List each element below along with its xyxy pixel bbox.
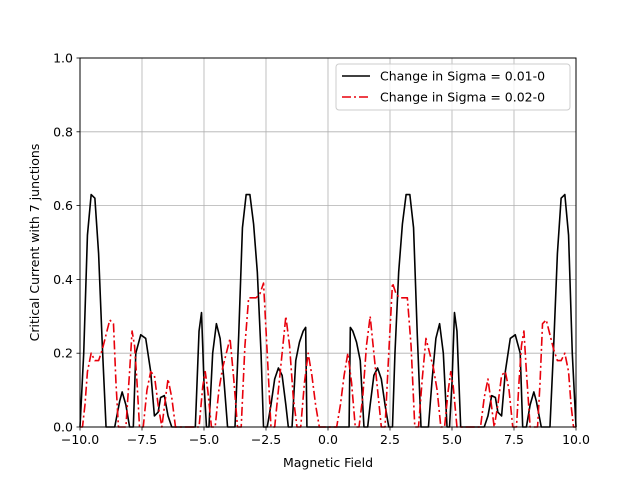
series-line-2 <box>80 282 576 428</box>
legend-box <box>335 63 571 111</box>
x-tick-label: −5.0 <box>189 432 219 447</box>
legend: Change in Sigma = 0.01-0 Change in Sigma… <box>335 63 571 111</box>
x-tick-label: −2.5 <box>251 432 281 447</box>
y-tick-label: 0.4 <box>53 272 73 287</box>
x-tick-label: 0.0 <box>318 432 338 447</box>
y-tick-label: 1.0 <box>53 51 73 66</box>
x-tick-label: 5.0 <box>442 432 462 447</box>
y-tick-label: 0.6 <box>53 198 73 213</box>
x-tick-label: −10.0 <box>61 432 99 447</box>
x-axis-label: Magnetic Field <box>283 455 373 470</box>
x-tick-label: 2.5 <box>380 432 400 447</box>
x-tick-label: −7.5 <box>127 432 157 447</box>
x-tick-label: 7.5 <box>504 432 524 447</box>
legend-label-series-2: Change in Sigma = 0.02-0 <box>380 90 545 105</box>
legend-label-series-1: Change in Sigma = 0.01-0 <box>380 69 545 84</box>
axis-ticks: −10.0 −7.5 −5.0 −2.5 0.0 2.5 5.0 7.5 10.0 0.0 0.2 0… <box>53 51 590 448</box>
y-tick-label: 0.2 <box>53 346 73 361</box>
y-tick-label: 0.8 <box>53 124 73 139</box>
x-tick-label: 10.0 <box>562 432 590 447</box>
y-tick-label: 0.0 <box>53 420 73 435</box>
y-axis-label: Critical Current with 7 junctions <box>27 144 42 342</box>
